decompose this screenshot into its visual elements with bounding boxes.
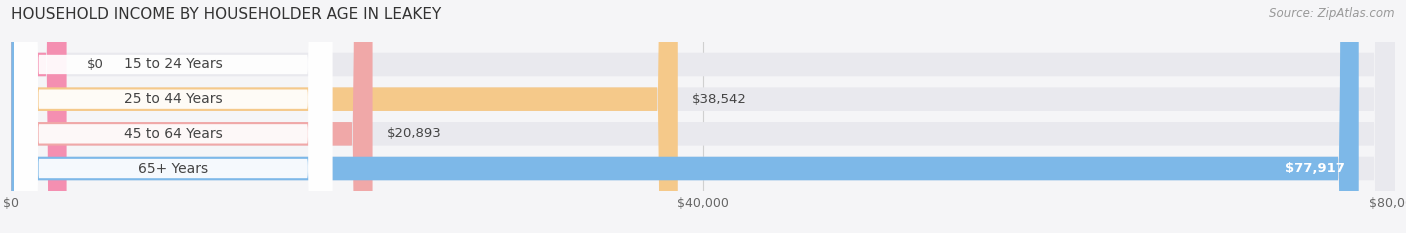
FancyBboxPatch shape [11, 0, 373, 233]
Text: 65+ Years: 65+ Years [138, 161, 208, 175]
FancyBboxPatch shape [11, 0, 66, 233]
FancyBboxPatch shape [11, 0, 1395, 233]
FancyBboxPatch shape [11, 0, 1358, 233]
Text: $38,542: $38,542 [692, 93, 747, 106]
FancyBboxPatch shape [11, 0, 1395, 233]
FancyBboxPatch shape [14, 0, 332, 233]
Text: $20,893: $20,893 [387, 127, 441, 140]
FancyBboxPatch shape [11, 0, 678, 233]
FancyBboxPatch shape [14, 0, 332, 233]
Text: $77,917: $77,917 [1285, 162, 1346, 175]
Text: Source: ZipAtlas.com: Source: ZipAtlas.com [1270, 7, 1395, 20]
FancyBboxPatch shape [14, 0, 332, 233]
Text: 45 to 64 Years: 45 to 64 Years [124, 127, 222, 141]
FancyBboxPatch shape [11, 0, 1395, 233]
FancyBboxPatch shape [14, 0, 332, 233]
Text: 15 to 24 Years: 15 to 24 Years [124, 58, 222, 72]
Text: 25 to 44 Years: 25 to 44 Years [124, 92, 222, 106]
Text: $0: $0 [87, 58, 104, 71]
FancyBboxPatch shape [11, 0, 1395, 233]
Text: HOUSEHOLD INCOME BY HOUSEHOLDER AGE IN LEAKEY: HOUSEHOLD INCOME BY HOUSEHOLDER AGE IN L… [11, 7, 441, 22]
